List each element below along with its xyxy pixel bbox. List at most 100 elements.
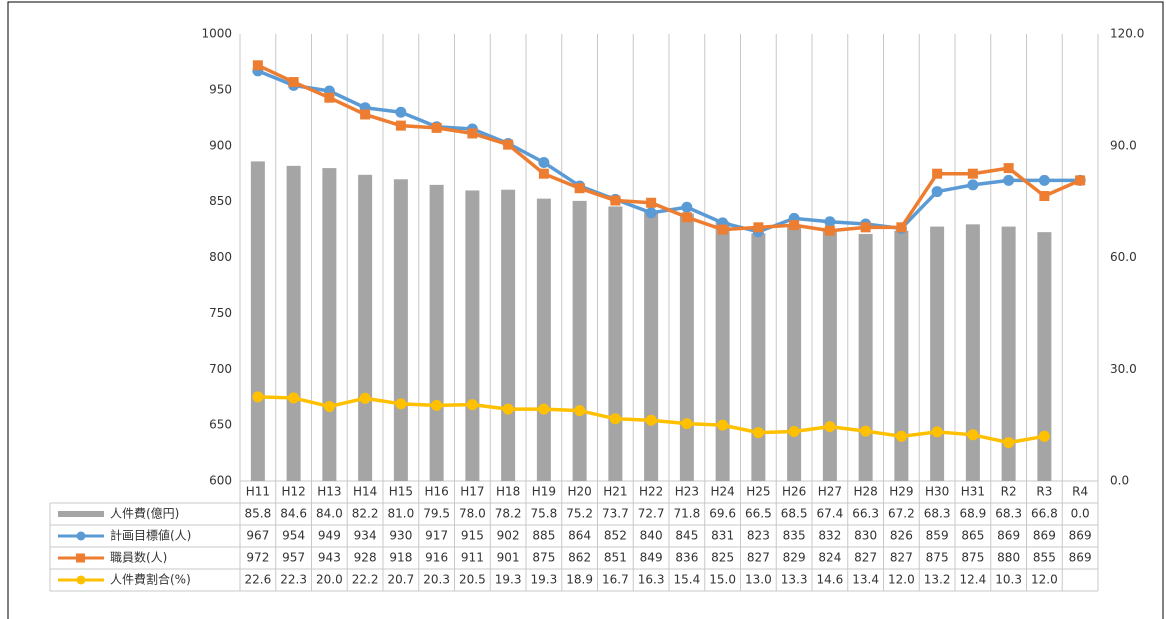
table-value: 917 <box>425 529 448 543</box>
table-value: 67.4 <box>817 507 844 521</box>
table-value: 0.0 <box>1071 507 1090 521</box>
x-tick-label: H14 <box>353 485 377 499</box>
table-value: 22.6 <box>245 573 272 587</box>
bar <box>465 190 480 481</box>
table-value: 826 <box>890 529 913 543</box>
bar <box>1037 232 1052 481</box>
table-value: 845 <box>675 529 698 543</box>
marker <box>717 224 728 235</box>
table-value: 22.2 <box>352 573 379 587</box>
table-value: 836 <box>675 551 698 565</box>
x-tick-label: H27 <box>818 485 842 499</box>
x-tick-label: H23 <box>675 485 699 499</box>
table-value: 862 <box>568 551 591 565</box>
bar <box>644 210 659 481</box>
table-value: 831 <box>711 529 734 543</box>
table-value: 934 <box>354 529 377 543</box>
table-value: 830 <box>854 529 877 543</box>
x-tick-label: H29 <box>889 485 913 499</box>
marker <box>431 399 443 411</box>
x-tick-label: R4 <box>1072 485 1088 499</box>
x-tick-label: H22 <box>639 485 663 499</box>
table-value: 84.0 <box>316 507 343 521</box>
table-value: 68.3 <box>995 507 1022 521</box>
table-value: 72.7 <box>638 507 665 521</box>
marker <box>538 168 549 179</box>
bar <box>1001 226 1016 481</box>
table-value: 16.7 <box>602 573 629 587</box>
x-tick-label: H28 <box>853 485 877 499</box>
table-value: 19.3 <box>531 573 558 587</box>
table-value: 13.2 <box>924 573 951 587</box>
bar <box>322 168 337 481</box>
bar <box>965 224 980 481</box>
table-value: 16.3 <box>638 573 665 587</box>
y2-tick-label: 120.0 <box>1110 27 1144 41</box>
table-value: 68.3 <box>924 507 951 521</box>
marker <box>252 391 264 403</box>
x-tick-label: H26 <box>782 485 806 499</box>
table-value: 20.5 <box>459 573 486 587</box>
bar <box>858 234 873 481</box>
table-value: 12.4 <box>960 573 987 587</box>
table-value: 68.9 <box>960 507 987 521</box>
table-value: 855 <box>1033 551 1056 565</box>
y2-tick-label: 60.0 <box>1110 250 1137 264</box>
table-value: 930 <box>389 529 412 543</box>
marker <box>538 403 550 415</box>
bar <box>930 226 945 481</box>
table-value: 840 <box>640 529 663 543</box>
marker <box>860 222 871 233</box>
bar <box>536 198 551 481</box>
table-value: 869 <box>1069 551 1092 565</box>
x-tick-label: H31 <box>961 485 985 499</box>
marker <box>1003 174 1015 186</box>
marker <box>610 195 621 206</box>
table-value: 20.0 <box>316 573 343 587</box>
table-value: 869 <box>997 529 1020 543</box>
table-value: 835 <box>783 529 806 543</box>
table-value: 880 <box>997 551 1020 565</box>
table-value: 972 <box>246 551 269 565</box>
bar <box>608 206 623 481</box>
bar <box>787 225 802 481</box>
y-tick-label: 850 <box>209 194 232 208</box>
bar <box>358 174 373 481</box>
table-value: 12.0 <box>1031 573 1058 587</box>
y-tick-label: 600 <box>209 474 232 488</box>
marker <box>681 418 693 430</box>
marker <box>467 128 478 139</box>
line <box>257 63 1081 233</box>
marker <box>931 186 943 198</box>
table-value: 20.3 <box>423 573 450 587</box>
marker <box>646 197 657 208</box>
marker <box>932 168 943 179</box>
table-value: 902 <box>497 529 520 543</box>
legend-label: 人件費(億円) <box>110 506 179 521</box>
marker <box>574 405 586 417</box>
table-value: 915 <box>461 529 484 543</box>
table-value: 78.0 <box>459 507 486 521</box>
y-tick-label: 1000 <box>201 27 232 41</box>
legend-label: 職員数(人) <box>110 550 167 565</box>
x-tick-label: H13 <box>317 485 341 499</box>
marker <box>288 392 300 404</box>
marker <box>645 207 657 219</box>
table-value: 85.8 <box>245 507 272 521</box>
bar <box>822 229 837 481</box>
table-value: 75.2 <box>566 507 593 521</box>
x-tick-label: H25 <box>746 485 770 499</box>
table-value: 911 <box>461 551 484 565</box>
table-value: 825 <box>711 551 734 565</box>
table-value: 957 <box>282 551 305 565</box>
table-value: 79.5 <box>423 507 450 521</box>
table-value: 67.2 <box>888 507 915 521</box>
table-value: 66.5 <box>745 507 772 521</box>
table-value: 18.9 <box>566 573 593 587</box>
table-value: 13.4 <box>852 573 879 587</box>
y-tick-label: 700 <box>209 362 232 376</box>
marker <box>824 421 836 433</box>
table-value: 15.4 <box>674 573 701 587</box>
marker <box>1039 191 1050 202</box>
table-value: 875 <box>926 551 949 565</box>
